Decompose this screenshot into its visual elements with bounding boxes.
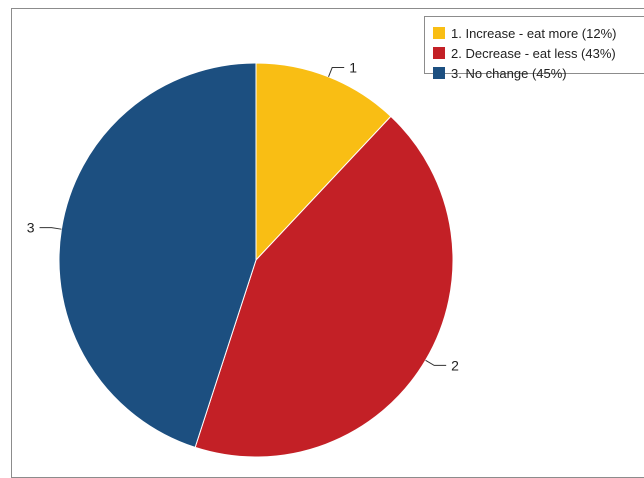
slice-label-1: 1	[349, 60, 357, 76]
legend-item-3: 3. No change (45%)	[433, 63, 644, 83]
slice-label-2: 2	[451, 357, 459, 373]
pie-chart: 1 2 3	[27, 60, 459, 458]
legend-label-2: 2. Decrease - eat less (43%)	[451, 45, 616, 61]
slice-label-3: 3	[27, 220, 35, 236]
legend-item-2: 2. Decrease - eat less (43%)	[433, 43, 644, 63]
legend: 1. Increase - eat more (12%) 2. Decrease…	[424, 16, 644, 81]
pie-slice-1	[255, 62, 392, 262]
pie-slice-3	[58, 62, 257, 448]
leader-line-2	[425, 359, 447, 366]
legend-label-1: 1. Increase - eat more (12%)	[451, 25, 617, 41]
legend-swatch-3	[433, 67, 445, 79]
slice-labels: 1 2 3	[27, 60, 459, 374]
legend-swatch-2	[433, 47, 445, 59]
legend-item-1: 1. Increase - eat more (12%)	[433, 23, 644, 43]
leader-line-1	[328, 67, 345, 78]
legend-swatch-1	[433, 27, 445, 39]
leader-lines	[39, 67, 447, 366]
legend-label-3: 3. No change (45%)	[451, 65, 567, 81]
leader-line-3	[39, 227, 62, 230]
pie-slices	[58, 62, 454, 458]
